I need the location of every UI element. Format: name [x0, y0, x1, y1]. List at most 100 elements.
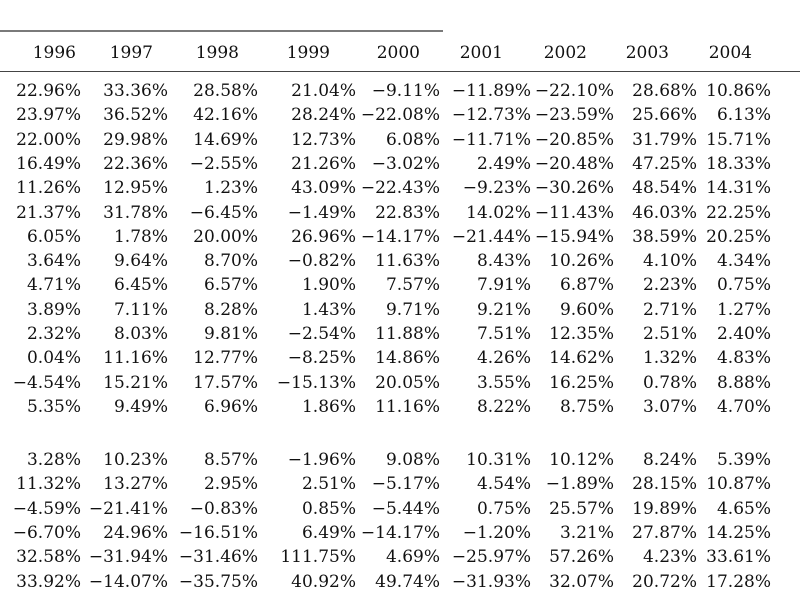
table-cell: 38.59% [632, 226, 697, 247]
table-cell: 8.24% [642, 450, 697, 470]
table-cell: 6.49% [301, 522, 356, 543]
table-cell: −14.17% [360, 226, 440, 247]
table-cell: 0.85% [301, 498, 356, 519]
table-cell: 3.07% [642, 396, 697, 417]
table-cell: 47.25% [632, 153, 697, 174]
table-cell: 6.45% [113, 275, 168, 296]
table-cell: −23.59% [534, 105, 614, 126]
table-cell: 6.57% [203, 275, 258, 296]
table-cell: 57.26% [549, 547, 614, 568]
table-cell: 17.28% [706, 571, 771, 592]
table-cell: −2.55% [189, 153, 258, 174]
table-cell: 2.32% [26, 324, 81, 344]
year-header-0: 1996 [32, 43, 76, 63]
table-cell: 10.23% [103, 450, 168, 470]
table-cell: 14.86% [375, 348, 440, 369]
table-cell: 4.26% [476, 348, 531, 369]
table-cell: 1.86% [301, 396, 356, 417]
table-cell: 4.10% [642, 251, 697, 272]
table-cell: 2.71% [642, 299, 697, 320]
year-header-1: 1997 [109, 43, 153, 63]
table-cell: 3.21% [559, 522, 614, 543]
table-cell: 7.57% [385, 275, 440, 296]
table-cell: 3.64% [26, 251, 81, 272]
table-row: 3.28% 10.23% 8.57% −1.96% 9.08% 10.31% 10.12% 8… [0, 449, 800, 473]
table-cell: 10.31% [466, 450, 531, 470]
table-cell: 3.55% [476, 372, 531, 393]
year-header-3: 1999 [286, 43, 330, 63]
table-cell: −25.97% [451, 547, 531, 568]
table-cell: 15.21% [103, 372, 168, 393]
table-cell: 7.91% [476, 275, 531, 296]
table-cell: 11.16% [375, 396, 440, 417]
table-row: −4.59% −21.41% −0.83% 0.85% −5.44% 0.75% 25.57… [0, 498, 800, 522]
table-cell: 18.33% [706, 153, 771, 174]
table-cell: 25.57% [549, 498, 614, 519]
table-cell: 10.86% [706, 81, 771, 101]
table-cell: 111.75% [280, 547, 356, 568]
table-cell: 49.74% [375, 571, 440, 592]
table-cell: 0.04% [26, 348, 81, 369]
table-cell: 4.54% [476, 474, 531, 495]
table-cell: 12.77% [193, 348, 258, 369]
table-cell: 22.96% [16, 81, 81, 101]
table-cell: −9.23% [462, 178, 531, 199]
table-cell: 9.49% [113, 396, 168, 417]
table-cell: 20.25% [706, 226, 771, 247]
table-cell: 2.95% [203, 474, 258, 495]
table-cell: 21.26% [291, 153, 356, 174]
table-cell: 48.54% [632, 178, 697, 199]
table-cell: 12.73% [291, 129, 356, 150]
table-cell: 14.25% [706, 522, 771, 543]
table-cell: −35.75% [178, 571, 258, 592]
table-row: 0.04% 11.16% 12.77% −8.25% 14.86% 4.26% 14.62%… [0, 347, 800, 371]
table-row: 3.64% 9.64% 8.70% −0.82% 11.63% 8.43% 10.26% 4.… [0, 250, 800, 274]
table-cell: 11.26% [16, 178, 81, 199]
table-cell: 7.51% [476, 324, 531, 344]
table-cell: 0.78% [642, 372, 697, 393]
year-header-6: 2002 [543, 43, 587, 63]
table-cell: 33.92% [16, 571, 81, 592]
table-cell: −20.85% [534, 129, 614, 150]
year-header-5: 2001 [459, 43, 503, 63]
table-row: 21.37% 31.78% −6.45% −1.49% 22.83% 14.02% −11.… [0, 202, 800, 226]
table-cell: 32.07% [549, 571, 614, 592]
table-row: 5.35% 9.49% 6.96% 1.86% 11.16% 8.22% 8.75% 3.07… [0, 396, 800, 420]
table-cell: 4.65% [716, 498, 771, 519]
table-cell: 36.52% [103, 105, 168, 126]
table-cell: 1.43% [301, 299, 356, 320]
table-cell: 13.27% [103, 474, 168, 495]
table-cell: 33.61% [706, 547, 771, 568]
year-header-7: 2003 [625, 43, 669, 63]
table-cell: −22.43% [360, 178, 440, 199]
table-cell: 11.63% [375, 251, 440, 272]
table-cell: 1.78% [113, 226, 168, 247]
table-cell: −6.45% [189, 202, 258, 223]
table-cell: 8.57% [203, 450, 258, 470]
table-cell: 3.89% [26, 299, 81, 320]
table-row: 23.97% 36.52% 42.16% 28.24% −22.08% −12.73% −2… [0, 104, 800, 128]
table-cell: −31.94% [88, 547, 168, 568]
table-row: 2.32% 8.03% 9.81% −2.54% 11.88% 7.51% 12.35% 2.… [0, 323, 800, 347]
table-cell: 9.21% [476, 299, 531, 320]
table-row: 22.00% 29.98% 14.69% 12.73% 6.08% −11.71% −20.… [0, 129, 800, 153]
table-cell: −1.20% [462, 522, 531, 543]
table-cell: 10.26% [549, 251, 614, 272]
table-cell: 22.36% [103, 153, 168, 174]
table-cell: −1.49% [287, 202, 356, 223]
table-row: 4.71% 6.45% 6.57% 1.90% 7.57% 7.91% 6.87% 2.23%… [0, 274, 800, 298]
year-header-4: 2000 [376, 43, 420, 63]
table-cell: −15.94% [534, 226, 614, 247]
table-cell: 28.15% [632, 474, 697, 495]
table-cell: 9.81% [203, 324, 258, 344]
table-cell: −3.02% [371, 153, 440, 174]
table-cell: 6.05% [26, 226, 81, 247]
table-cell: 22.83% [375, 202, 440, 223]
year-header-8: 2004 [708, 43, 752, 63]
table-cell: 6.13% [716, 105, 771, 126]
table-cell: 5.35% [26, 396, 81, 417]
table-cell: −4.59% [12, 498, 81, 519]
table-cell: 29.98% [103, 129, 168, 150]
table-cell: 1.27% [716, 299, 771, 320]
